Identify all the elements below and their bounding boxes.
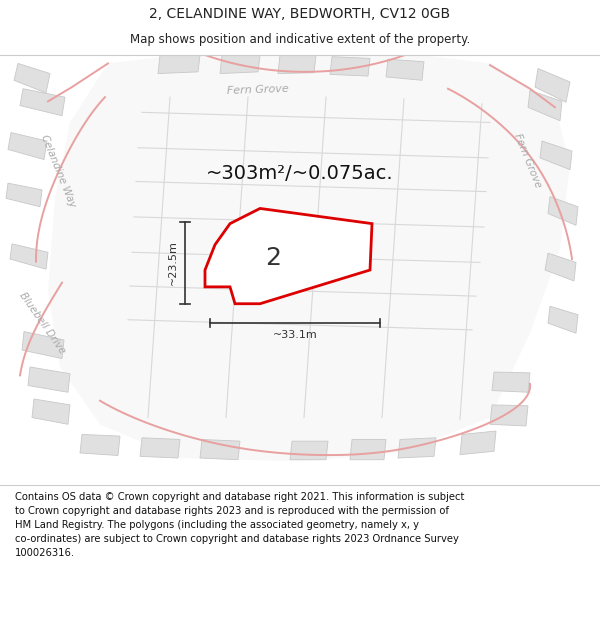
Text: Fern Grove: Fern Grove xyxy=(227,84,289,96)
Polygon shape xyxy=(386,59,424,80)
Polygon shape xyxy=(140,438,180,458)
Polygon shape xyxy=(398,438,436,458)
Polygon shape xyxy=(278,55,316,74)
Text: ~23.5m: ~23.5m xyxy=(168,241,178,285)
Polygon shape xyxy=(158,55,200,74)
Text: ~303m²/~0.075ac.: ~303m²/~0.075ac. xyxy=(206,164,394,182)
Polygon shape xyxy=(548,197,578,226)
Polygon shape xyxy=(22,331,64,359)
Text: Bluebell Drive: Bluebell Drive xyxy=(17,291,67,356)
Polygon shape xyxy=(460,431,496,454)
Polygon shape xyxy=(14,63,50,93)
Polygon shape xyxy=(8,132,47,159)
Polygon shape xyxy=(48,55,570,461)
Polygon shape xyxy=(20,89,65,116)
Polygon shape xyxy=(548,306,578,333)
Polygon shape xyxy=(528,91,562,121)
Polygon shape xyxy=(490,405,528,426)
Polygon shape xyxy=(32,399,70,424)
Text: ~33.1m: ~33.1m xyxy=(272,330,317,340)
Text: 2, CELANDINE WAY, BEDWORTH, CV12 0GB: 2, CELANDINE WAY, BEDWORTH, CV12 0GB xyxy=(149,7,451,21)
Text: Map shows position and indicative extent of the property.: Map shows position and indicative extent… xyxy=(130,33,470,46)
Polygon shape xyxy=(492,372,530,392)
Polygon shape xyxy=(545,253,576,281)
Text: Contains OS data © Crown copyright and database right 2021. This information is : Contains OS data © Crown copyright and d… xyxy=(15,492,464,558)
Polygon shape xyxy=(10,244,48,269)
Polygon shape xyxy=(6,183,42,207)
Polygon shape xyxy=(350,439,386,460)
Polygon shape xyxy=(540,141,572,169)
Polygon shape xyxy=(80,434,120,456)
Text: Fern Grove: Fern Grove xyxy=(512,132,544,189)
Text: 2: 2 xyxy=(265,246,281,270)
Polygon shape xyxy=(330,57,370,76)
Polygon shape xyxy=(200,439,240,460)
Polygon shape xyxy=(205,209,372,304)
Polygon shape xyxy=(535,69,570,102)
Text: Celandine Way: Celandine Way xyxy=(39,134,77,209)
Polygon shape xyxy=(290,441,328,460)
Polygon shape xyxy=(28,367,70,392)
Polygon shape xyxy=(220,55,260,74)
